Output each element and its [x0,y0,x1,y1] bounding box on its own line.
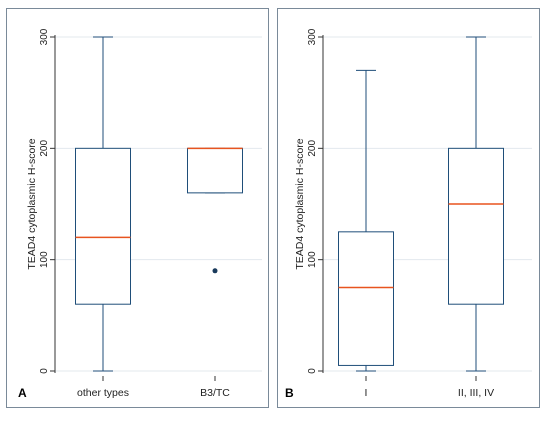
box-2 [187,147,243,274]
box-iqr [187,147,243,194]
y-tick-label: 100 [307,251,318,268]
box-1 [338,69,394,372]
y-tick-label: 300 [307,28,318,45]
y-tick-label: 300 [39,28,50,45]
box-iqr [448,147,504,305]
box-iqr [338,231,394,366]
panel-a-plot: 0 100 200 300 TEAD4 cytoplasmic H-score other… [26,28,262,399]
category-label: B3/TC [200,387,230,399]
y-axis-label: TEAD4 cytoplasmic H-score [294,138,306,269]
category-label: other types [77,387,129,399]
y-tick-label: 0 [307,368,318,374]
y-tick-label: 100 [39,251,50,268]
box-1 [75,36,131,372]
outlier-point [212,268,218,274]
panel-a-letter: A [18,386,27,400]
y-axis-label: TEAD4 cytoplasmic H-score [26,138,38,269]
category-label: I [365,387,368,399]
y-tick-label: 200 [307,140,318,157]
category-label: II, III, IV [458,387,494,399]
y-tick-label: 200 [39,140,50,157]
panel-b-plot: 0 100 200 300 TEAD4 cytoplasmic H-score I II, … [294,28,532,399]
panel-a-frame [6,8,269,408]
box-2 [448,36,504,372]
panel-b-letter: B [285,386,294,400]
box-iqr [75,147,131,305]
y-tick-label: 0 [39,368,50,374]
